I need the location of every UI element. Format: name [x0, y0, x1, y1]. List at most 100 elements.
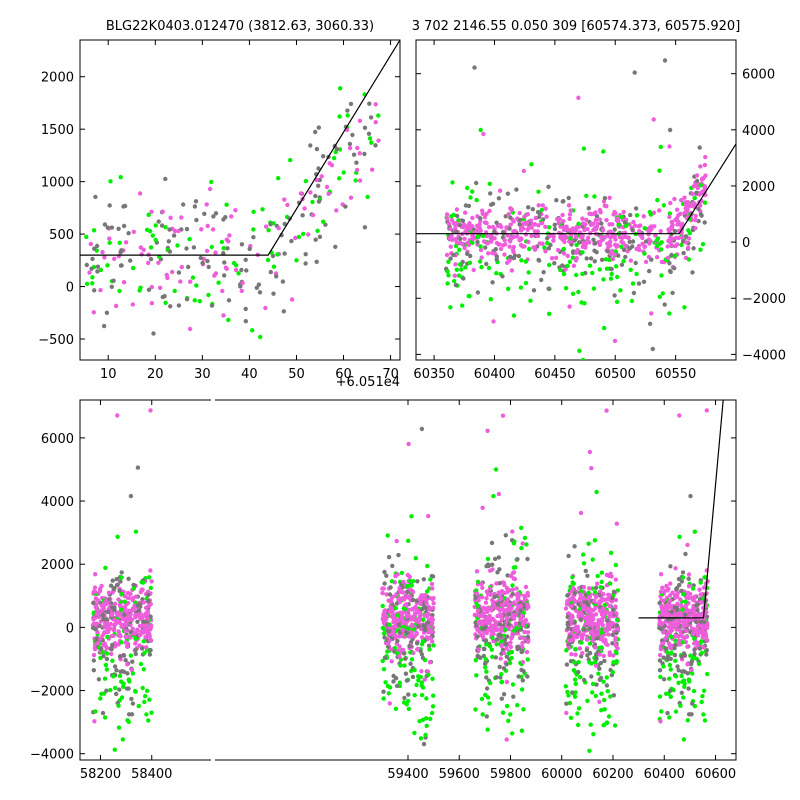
data-point-green — [422, 657, 428, 663]
data-point-magenta — [666, 612, 671, 617]
data-point-green — [598, 585, 603, 590]
data-point-green — [192, 298, 197, 303]
data-point-magenta — [661, 598, 666, 603]
data-point-gray — [421, 741, 427, 747]
data-point-gray — [520, 649, 525, 654]
data-point-green — [658, 144, 663, 150]
data-point-magenta — [571, 263, 577, 268]
data-point-magenta — [227, 233, 232, 238]
data-point-green — [407, 578, 413, 584]
data-point-magenta — [573, 234, 579, 239]
data-point-gray — [387, 592, 393, 597]
data-point-green — [642, 226, 647, 231]
data-point-green — [526, 270, 531, 275]
data-point-magenta — [94, 608, 100, 614]
data-point-magenta — [522, 636, 527, 641]
data-point-gray — [572, 591, 577, 596]
data-point-magenta — [156, 260, 161, 265]
data-point-green — [411, 578, 416, 584]
data-point-gray — [526, 205, 531, 210]
data-point-gray — [582, 627, 587, 632]
data-point-green — [599, 645, 604, 650]
data-point-green — [473, 707, 478, 712]
data-point-gray — [602, 658, 607, 664]
data-point-magenta — [106, 590, 112, 595]
data-point-gray — [110, 578, 115, 583]
data-point-gray — [381, 689, 386, 694]
data-point-gray — [160, 294, 165, 300]
data-point-magenta — [457, 240, 463, 245]
data-point-magenta — [357, 178, 363, 183]
data-point-magenta — [395, 618, 401, 623]
data-point-gray — [572, 238, 577, 243]
data-point-magenta — [613, 597, 619, 603]
data-point-magenta — [149, 209, 154, 214]
data-point-gray — [612, 227, 617, 232]
data-point-magenta — [205, 223, 210, 229]
data-point-gray — [117, 588, 122, 594]
data-point-magenta — [686, 245, 691, 250]
data-point-gray — [362, 125, 368, 130]
data-point-magenta — [487, 234, 493, 239]
data-point-green — [478, 127, 483, 133]
data-point-magenta — [634, 246, 639, 252]
data-point-magenta — [700, 635, 705, 640]
data-point-gray — [122, 612, 127, 617]
data-point-magenta — [145, 616, 150, 621]
data-point-magenta — [511, 249, 516, 255]
data-point-gray — [101, 653, 106, 659]
data-point-magenta — [131, 631, 137, 637]
data-point-green — [601, 277, 606, 282]
data-point-gray — [133, 647, 138, 652]
data-point-magenta — [373, 102, 378, 107]
x-tick-label: 70 — [382, 367, 399, 382]
data-point-magenta — [511, 616, 517, 621]
data-point-gray — [631, 290, 637, 296]
data-point-magenta — [703, 633, 709, 639]
data-point-gray — [672, 653, 678, 658]
data-point-magenta — [445, 216, 450, 221]
y-tick-label: 6000 — [742, 68, 775, 83]
data-point-green — [587, 263, 593, 268]
data-point-green — [172, 288, 177, 294]
data-point-gray — [490, 280, 495, 285]
data-point-green — [423, 732, 428, 738]
data-point-gray — [595, 636, 600, 641]
data-point-magenta — [651, 117, 656, 122]
data-point-gray — [300, 213, 305, 218]
data-point-magenta — [598, 210, 603, 215]
data-point-magenta — [598, 239, 603, 244]
data-point-green — [522, 535, 528, 541]
data-point-green — [558, 267, 563, 273]
data-point-green — [417, 719, 422, 724]
data-point-gray — [239, 242, 245, 247]
data-point-green — [657, 294, 662, 299]
data-point-gray — [498, 675, 503, 680]
data-point-gray — [517, 621, 522, 626]
data-point-gray — [483, 638, 489, 643]
data-point-magenta — [406, 607, 411, 612]
data-point-gray — [679, 588, 684, 594]
data-point-magenta — [95, 598, 101, 603]
data-point-green — [474, 673, 479, 678]
data-point-magenta — [410, 623, 415, 628]
data-point-gray — [282, 221, 287, 227]
data-point-magenta — [699, 624, 704, 629]
data-point-magenta — [446, 221, 452, 226]
data-point-green — [673, 709, 679, 714]
data-point-green — [561, 246, 566, 252]
data-point-green — [121, 684, 126, 689]
data-point-magenta — [384, 614, 389, 619]
data-point-green — [681, 737, 687, 742]
data-point-green — [490, 635, 495, 641]
data-point-magenta — [693, 226, 698, 231]
data-point-green — [510, 682, 516, 687]
data-point-magenta — [276, 226, 281, 231]
data-point-green — [224, 202, 229, 207]
data-point-green — [565, 263, 570, 269]
data-point-magenta — [91, 310, 97, 315]
data-point-magenta — [498, 246, 504, 252]
data-point-green — [603, 257, 609, 262]
data-point-magenta — [401, 610, 407, 615]
